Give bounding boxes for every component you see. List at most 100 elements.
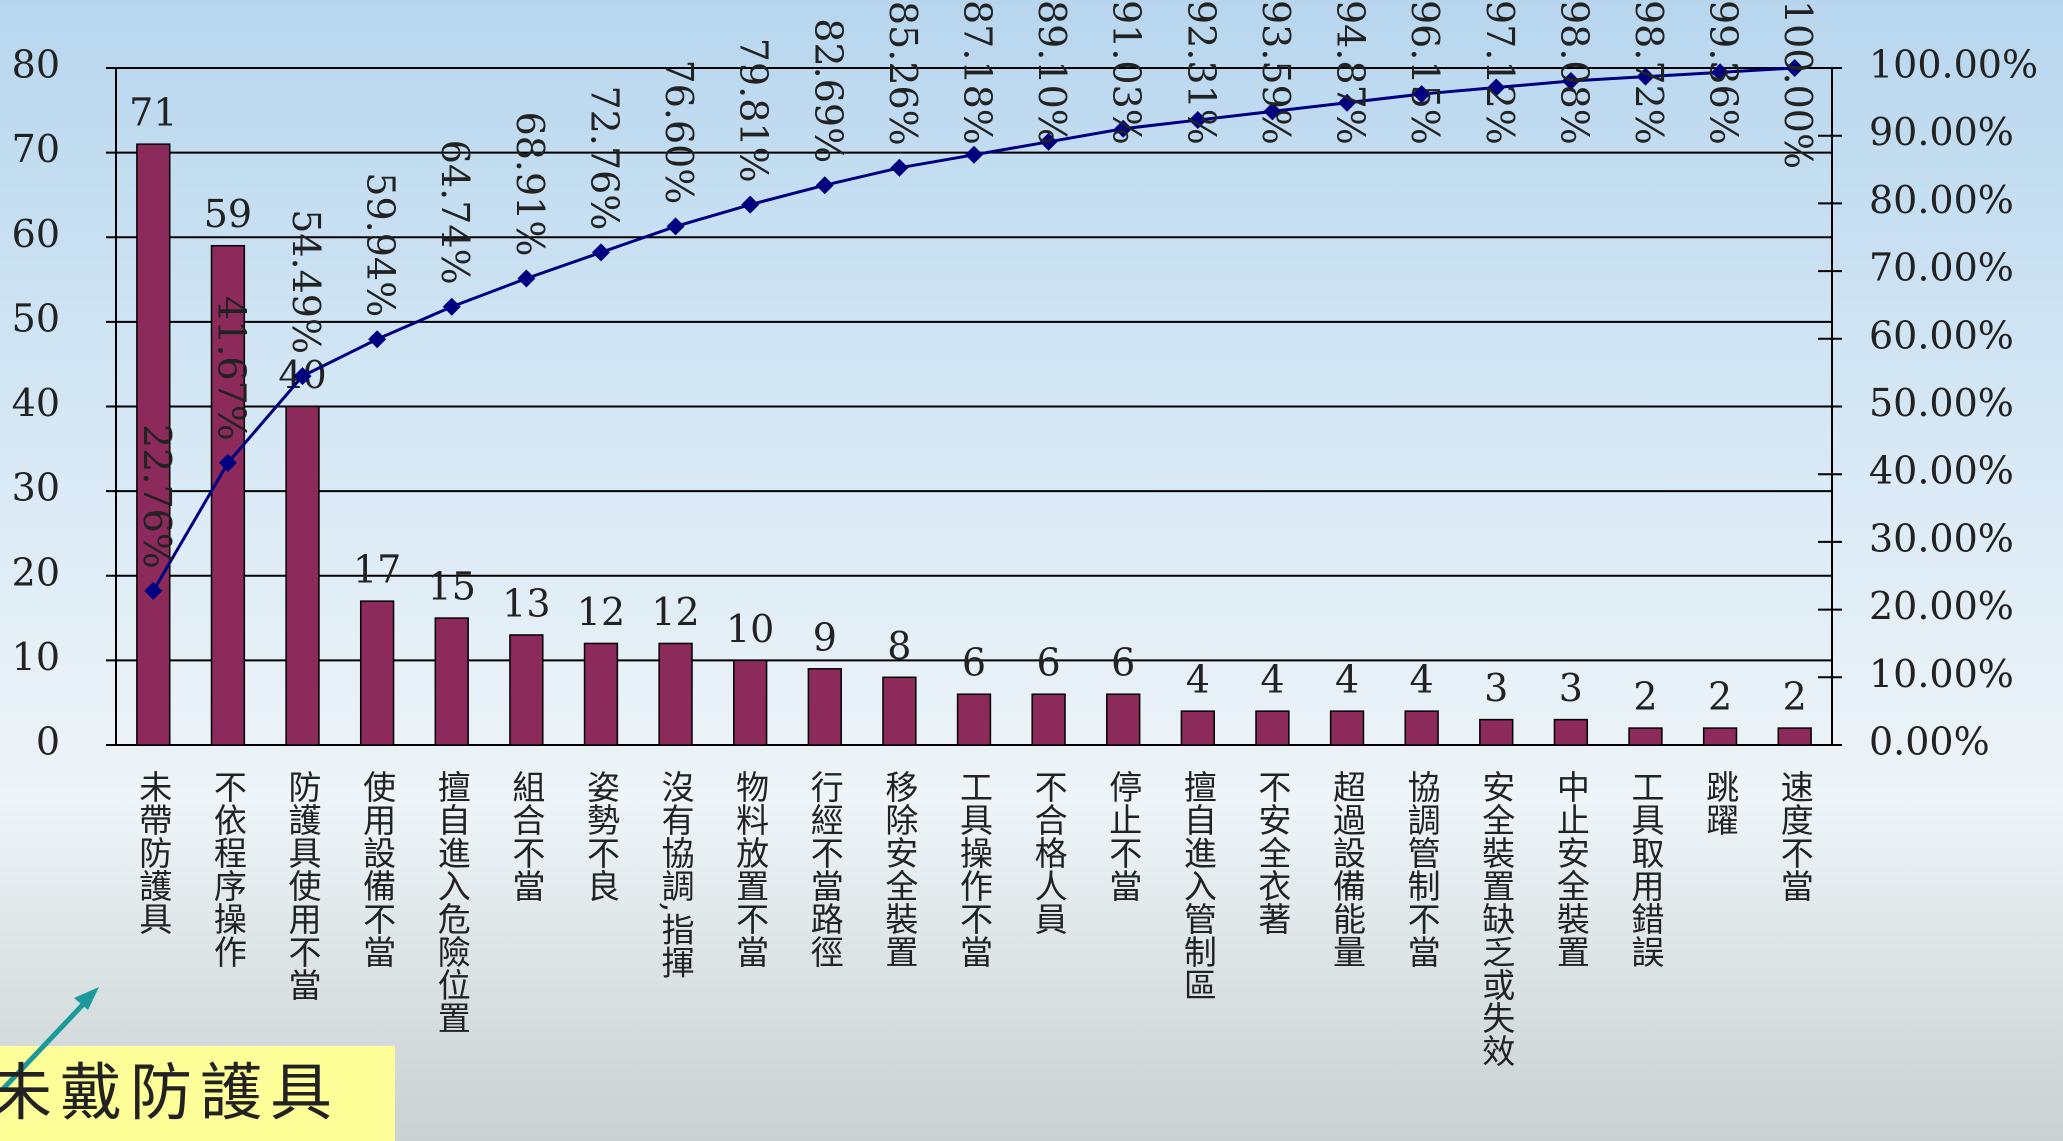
- bar-value-label: 8: [887, 624, 911, 668]
- bar-value-label: 59: [204, 192, 252, 236]
- cumulative-marker: [965, 146, 983, 164]
- cumulative-value-label: 89.10%: [1030, 0, 1074, 145]
- bar-value-label: 9: [813, 615, 837, 659]
- bar: [361, 601, 394, 745]
- cumulative-value-label: 97.12%: [1478, 0, 1522, 145]
- x-tick-label: 擅自進入危險位置: [432, 770, 471, 1034]
- y-tick-label: 60: [12, 212, 60, 256]
- x-tick-label: 工具操作不當: [955, 770, 994, 968]
- chart: 0 10 20 30 40 50 60 70 80 0.00% 10.00% 20.00% 30.00%…: [0, 0, 2063, 1141]
- cumulative-value-label: 92.31%: [1179, 0, 1223, 145]
- bar-value-label: 2: [1633, 675, 1657, 719]
- bar: [1405, 711, 1438, 745]
- y-tick-label: 0: [36, 720, 60, 764]
- bar: [585, 643, 618, 745]
- y-tick-label: 50: [12, 296, 60, 340]
- x-tick-label: 沒有協調,指揮: [656, 770, 695, 979]
- bar-value-label: 6: [1111, 641, 1135, 685]
- y2-tick-label: 10.00%: [1869, 652, 2014, 696]
- cumulative-value-label: 98.72%: [1627, 0, 1671, 145]
- bar-value-label: 2: [1708, 675, 1732, 719]
- x-tick-label: 協調管制不當: [1402, 770, 1441, 968]
- x-tick-label: 使用設備不當: [358, 770, 397, 968]
- x-tick-label: 擅自進入管制區: [1178, 770, 1217, 1001]
- x-tick-label: 行經不當路徑: [805, 770, 844, 968]
- bar-value-label: 13: [502, 581, 550, 625]
- cumulative-value-label: 99.36%: [1702, 0, 1746, 145]
- x-tick-label: 不依程序操作: [208, 770, 247, 968]
- x-tick-label: 停止不當: [1104, 770, 1143, 902]
- x-tick-label: 中止安全裝置: [1551, 770, 1590, 968]
- bar-value-label: 12: [577, 590, 625, 634]
- y-tick-label: 70: [12, 127, 60, 171]
- bar: [1704, 728, 1737, 745]
- y2-tick-label: 30.00%: [1869, 516, 2014, 560]
- bar: [510, 635, 543, 745]
- cumulative-value-label: 59.94%: [359, 172, 403, 317]
- bar: [1032, 694, 1065, 745]
- bar-value-label: 6: [962, 641, 986, 685]
- cumulative-value-label: 72.76%: [582, 86, 626, 231]
- y2-tick-label: 100.00%: [1869, 43, 2038, 87]
- bar: [1107, 694, 1140, 745]
- y2-tick-label: 50.00%: [1869, 381, 2014, 425]
- y2-tick-label: 40.00%: [1869, 449, 2014, 493]
- x-tick-label: 移除安全裝置: [880, 770, 919, 968]
- bar-value-label: 2: [1783, 675, 1807, 719]
- y2-tick-label: 60.00%: [1869, 313, 2014, 357]
- cumulative-value-label: 87.18%: [956, 0, 1000, 145]
- x-tick-label: 姿勢不良: [581, 770, 620, 902]
- x-tick-label: 超過設備能量: [1328, 770, 1367, 968]
- x-tick-label: 速度不當: [1775, 770, 1814, 902]
- bar-value-label: 6: [1037, 641, 1061, 685]
- cumulative-value-label: 76.60%: [657, 60, 701, 205]
- cumulative-marker: [667, 217, 685, 235]
- bar-value-label: 10: [726, 607, 774, 651]
- cumulative-value-label: 94.87%: [1329, 0, 1373, 145]
- bar-value-label: 71: [129, 91, 177, 135]
- y2-tick-label: 90.00%: [1869, 110, 2014, 154]
- bar: [1480, 720, 1513, 745]
- x-tick-label: 防護具使用不當: [283, 770, 322, 1001]
- bar: [883, 677, 916, 745]
- cumulative-value-label: 64.74%: [433, 140, 477, 285]
- bar-value-label: 3: [1484, 666, 1508, 710]
- bar-value-label: 3: [1559, 666, 1583, 710]
- cumulative-marker: [443, 298, 461, 316]
- y2-tick-label: 80.00%: [1869, 178, 2014, 222]
- x-tick-label: 工具取用錯誤: [1626, 770, 1665, 968]
- y-tick-label: 20: [12, 550, 60, 594]
- cumulative-marker: [592, 243, 610, 261]
- cumulative-value-label: 91.03%: [1105, 0, 1149, 145]
- y2-tick-label: 20.00%: [1869, 584, 2014, 628]
- y-tick-label: 30: [12, 466, 60, 510]
- bar: [435, 618, 468, 745]
- y-tick-label: 40: [12, 381, 60, 425]
- x-tick-label: 未帶防護具: [134, 770, 173, 935]
- cumulative-value-label: 54.49%: [284, 209, 328, 354]
- bar: [1554, 720, 1587, 745]
- bar: [659, 643, 692, 745]
- x-tick-label: 不安全衣著: [1253, 770, 1292, 935]
- bar-value-label: 4: [1410, 658, 1434, 702]
- bar: [1256, 711, 1289, 745]
- bar-value-label: 4: [1335, 658, 1359, 702]
- y2-tick-label: 70.00%: [1869, 246, 2014, 290]
- cumulative-value-label: 79.81%: [732, 38, 776, 183]
- bar: [958, 694, 991, 745]
- bar-value-label: 17: [353, 548, 401, 592]
- y-tick-label: 10: [12, 635, 60, 679]
- cumulative-value-label: 85.26%: [881, 1, 925, 146]
- cumulative-value-label: 96.15%: [1403, 0, 1447, 145]
- bar: [1778, 728, 1811, 745]
- cumulative-marker: [368, 330, 386, 348]
- cumulative-value-label: 41.67%: [209, 296, 253, 441]
- cumulative-marker: [816, 176, 834, 194]
- bar: [1331, 711, 1364, 745]
- y2-tick-label: 0.00%: [1869, 720, 1990, 764]
- cumulative-value-label: 93.59%: [1254, 0, 1298, 145]
- annotation: 未戴防護具: [0, 1056, 340, 1129]
- y-tick-label: 80: [12, 43, 60, 87]
- bar-value-label: 12: [651, 590, 699, 634]
- bar: [1629, 728, 1662, 745]
